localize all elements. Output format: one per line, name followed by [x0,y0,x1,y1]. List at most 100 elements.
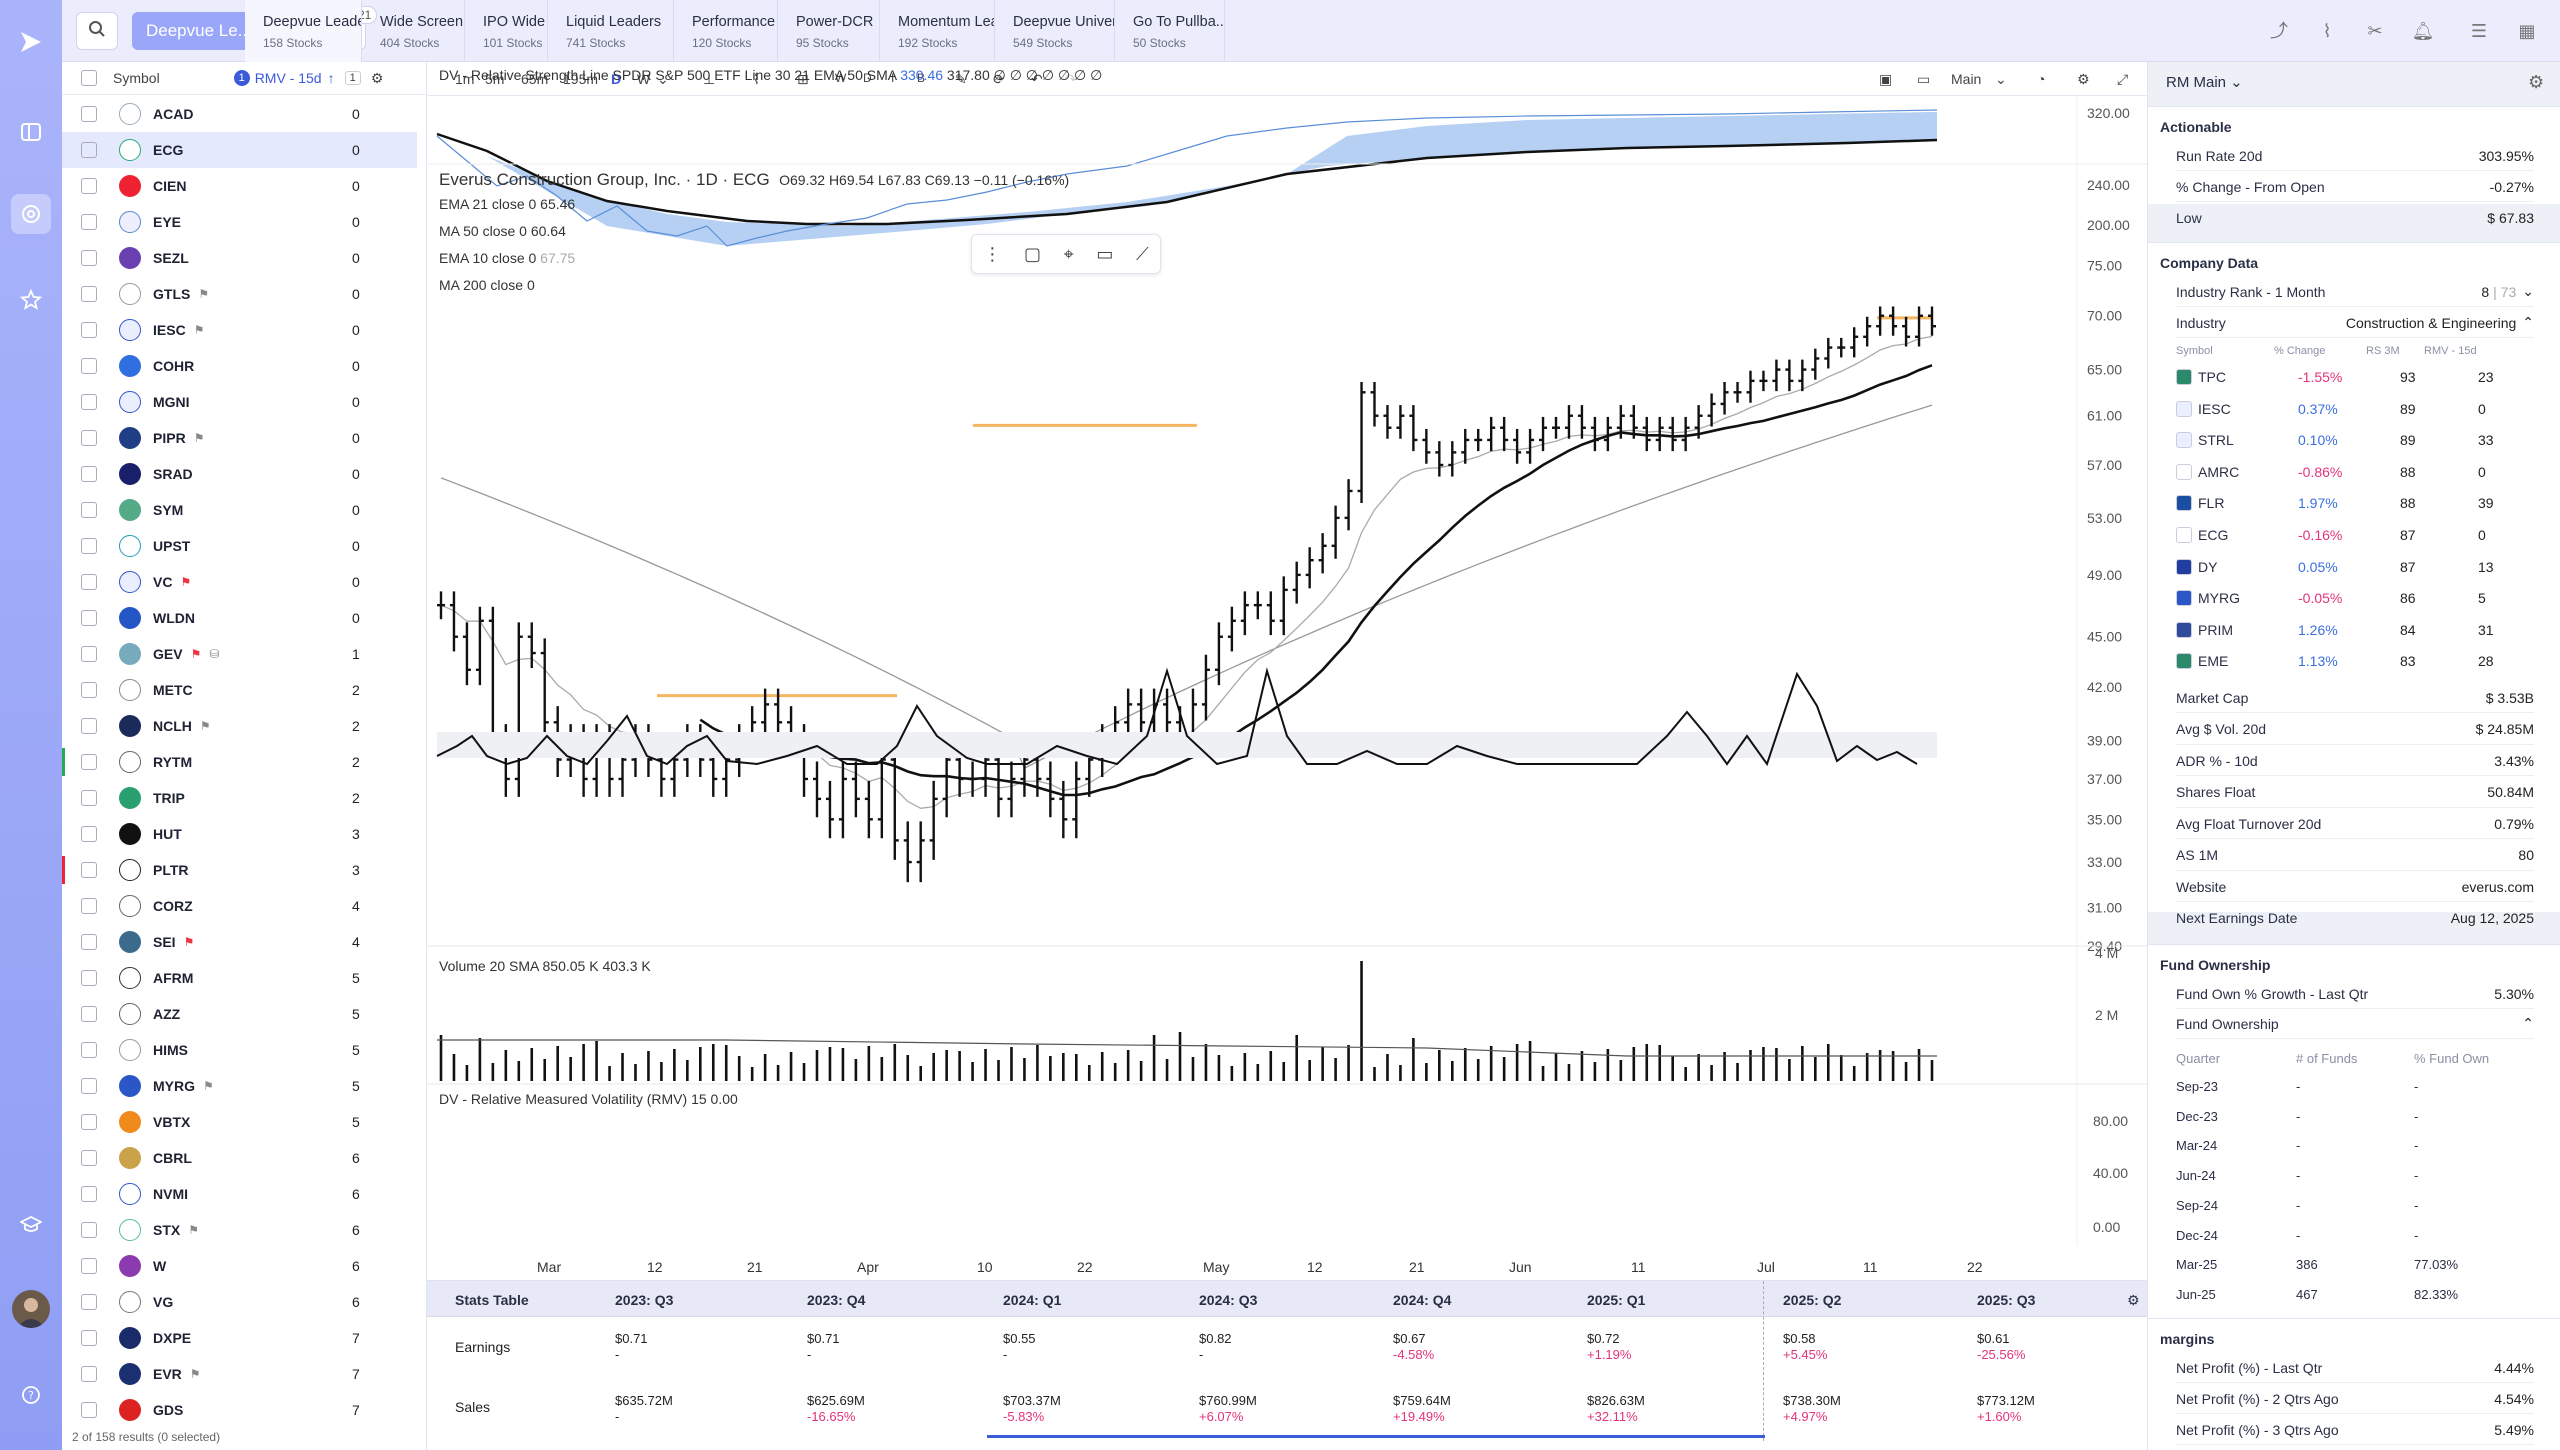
peer-symbol[interactable]: FLR [2198,495,2225,512]
settings-icon[interactable]: ⚙ [370,69,384,86]
peer-symbol[interactable]: PRIM [2198,621,2233,638]
list-view-icon[interactable]: ☰ [2470,21,2488,41]
tab-7[interactable]: Deepvue Univers... 549 Stocks [995,0,1115,62]
list-item[interactable]: WLDN 0 [62,600,417,636]
list-item[interactable]: RYTM 2 [62,744,417,780]
help-icon[interactable]: ? [11,1375,51,1415]
search-button[interactable] [76,12,118,50]
list-item[interactable]: VBTX 5 [62,1104,417,1140]
list-item[interactable]: CIEN 0 [62,168,417,204]
pencil-icon[interactable]: ✎ [955,71,967,87]
row-checkbox[interactable] [81,1150,97,1166]
row-checkbox[interactable] [81,358,97,374]
chart-area[interactable]: 75.00 70.00 65.00 61.00 57.00 53.00 49.00 45.00… [427,67,2147,1276]
flag-icon[interactable]: ⚑ [183,935,195,949]
list-item[interactable]: PLTR 3 [62,852,417,888]
list-item[interactable]: HIMS 5 [62,1032,417,1068]
flag-icon[interactable]: ⚑ [193,431,205,445]
row-checkbox[interactable] [81,610,97,626]
trendline-icon[interactable]: ⟋ [1136,243,1149,264]
list-item[interactable]: VC ⚑ 0 [62,564,417,600]
list-item[interactable]: COHR 0 [62,348,417,384]
row-checkbox[interactable] [81,250,97,266]
tab-1[interactable]: Wide Screen 404 Stocks [362,0,465,62]
gear-icon[interactable]: ⚙ [2077,71,2090,87]
tab-8[interactable]: Go To Pullba... 50 Stocks [1115,0,1225,62]
list-item[interactable]: HUT 3 [62,816,417,852]
graduation-cap-icon[interactable] [11,1205,51,1245]
row-checkbox[interactable] [81,682,97,698]
col-symbol[interactable]: Symbol [113,70,160,86]
row-checkbox[interactable] [81,322,97,338]
gear-icon[interactable]: ⚙ [2528,72,2545,92]
row-checkbox[interactable] [81,1006,97,1022]
interval-65m[interactable]: 65m [521,71,549,87]
list-item[interactable]: SRAD 0 [62,456,417,492]
list-item[interactable]: NCLH ⚑ 2 [62,708,417,744]
row-checkbox[interactable] [81,1294,97,1310]
tab-2[interactable]: IPO Wide 101 Stocks [465,0,548,62]
gear-icon[interactable]: ⚙ [2127,1292,2140,1308]
flag-icon[interactable]: ⚑ [199,719,211,733]
row-checkbox[interactable] [81,1222,97,1238]
grid-view-icon[interactable]: ▦ [2518,21,2536,41]
interval-w[interactable]: W [637,71,651,87]
row-checkbox[interactable] [81,1114,97,1130]
row-checkbox[interactable] [81,574,97,590]
list-item[interactable]: GDS 7 [62,1392,417,1428]
list-item[interactable]: TRIP 2 [62,780,417,816]
flag-icon[interactable]: ⚑ [193,323,205,337]
logo-icon[interactable] [11,22,51,62]
rectangle-icon[interactable]: ▢ [1023,243,1041,264]
peer-symbol[interactable]: AMRC [2198,463,2240,480]
toggle-d[interactable]: D [863,71,872,85]
sort-up-icon[interactable]: ↑ [327,70,335,86]
list-item[interactable]: ACAD 0 [62,96,417,132]
horizontal-scrollbar[interactable] [987,1435,1765,1438]
list-item[interactable]: METC 2 [62,672,417,708]
toggle-b[interactable]: B [917,71,926,85]
undo-icon[interactable]: ↶ [1031,71,1043,87]
layout-icon[interactable]: ▣ [1879,71,1893,87]
flag-icon[interactable]: ⚑ [189,1367,201,1381]
list-item[interactable]: MYRG ⚑ 5 [62,1068,417,1104]
row-checkbox[interactable] [81,214,97,230]
flag-icon[interactable]: ⚑ [190,647,202,661]
list-item[interactable]: EYE 0 [62,204,417,240]
row-checkbox[interactable] [81,538,97,554]
tab-4[interactable]: Performance ... 120 Stocks [674,0,778,62]
row-checkbox[interactable] [81,106,97,122]
peer-symbol[interactable]: DY [2198,558,2218,575]
row-checkbox[interactable] [81,970,97,986]
tab-3[interactable]: Liquid Leaders 741 Stocks [548,0,674,62]
interval-195m[interactable]: 195m [563,71,599,87]
row-checkbox[interactable] [81,286,97,302]
list-item[interactable]: CORZ 4 [62,888,417,924]
list-item[interactable]: ECG 0 [62,132,417,168]
list-item[interactable]: SEI ⚑ 4 [62,924,417,960]
list-item[interactable]: CBRL 6 [62,1140,417,1176]
target-icon[interactable] [11,194,51,234]
share-icon[interactable]: ⤴ [2270,21,2288,41]
row-checkbox[interactable] [81,178,97,194]
row-checkbox[interactable] [81,1186,97,1202]
row-checkbox[interactable] [81,1366,97,1382]
line-chart-icon[interactable]: ⌇ [2322,21,2332,41]
toggle-i[interactable]: I [891,71,895,85]
tab-0[interactable]: Deepvue Leaders 158 Stocks [245,0,362,62]
flag-icon[interactable]: ⚑ [203,1079,214,1093]
avatar[interactable] [12,1290,50,1328]
list-item[interactable]: IESC ⚑ 0 [62,312,417,348]
indicators-icon[interactable]: ⌇ [753,71,760,87]
list-item[interactable]: UPST 0 [62,528,417,564]
select-all-checkbox[interactable] [81,70,97,86]
flag-icon[interactable]: ⚑ [180,575,192,589]
row-checkbox[interactable] [81,466,97,482]
fullscreen-icon[interactable]: ⤢ [2117,71,2129,87]
row-checkbox[interactable] [81,718,97,734]
row-checkbox[interactable] [81,142,97,158]
chevron-down-icon[interactable]: ⌄ [1995,71,2007,87]
chevron-up-icon[interactable]: ⌃ [2522,314,2534,330]
peer-symbol[interactable]: ECG [2198,527,2229,543]
interval-d[interactable]: D [611,71,622,87]
